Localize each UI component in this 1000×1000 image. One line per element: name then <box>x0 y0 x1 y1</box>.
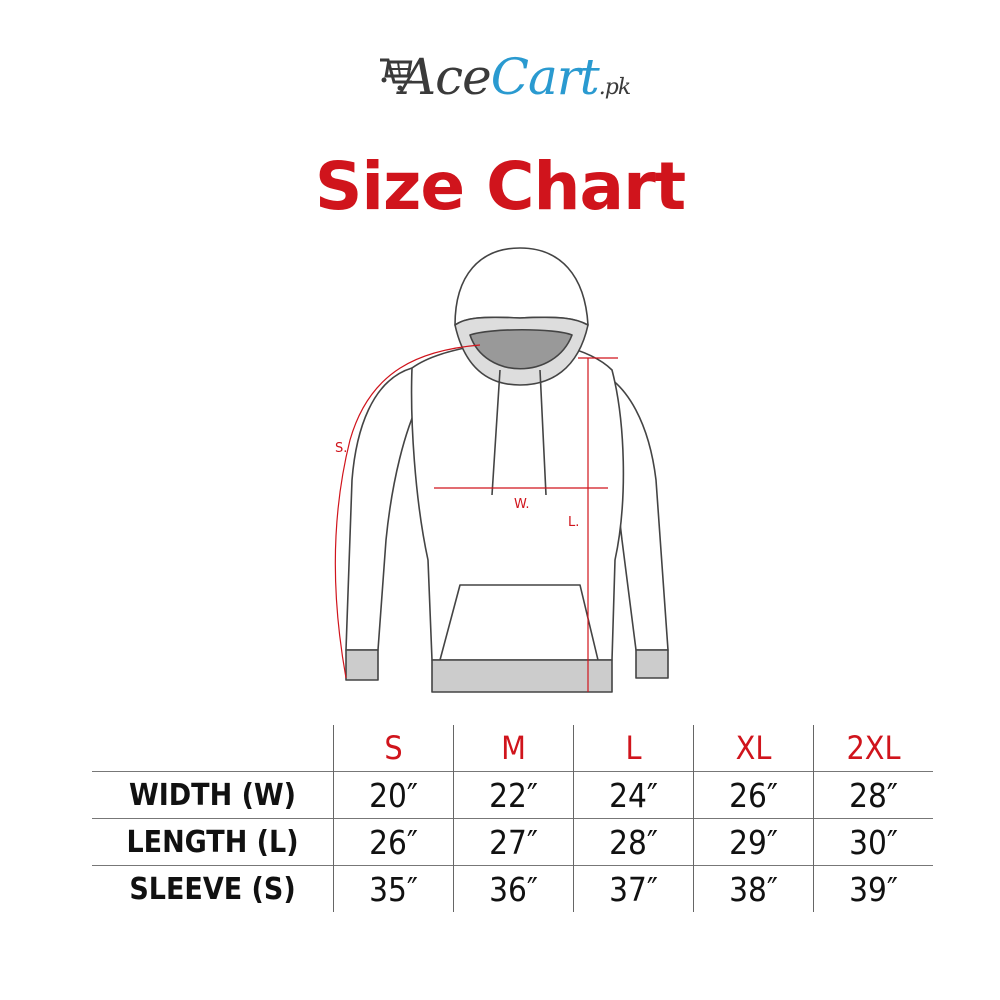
table-row: LENGTH (L) 26″ 27″ 28″ 29″ 30″ <box>92 818 933 866</box>
cell: 20″ <box>333 771 454 819</box>
corner-cell <box>92 725 334 772</box>
cell: 35″ <box>333 865 454 912</box>
cell: 27″ <box>453 818 574 866</box>
cell: 24″ <box>573 771 694 819</box>
row-label: SLEEVE (S) <box>92 865 334 912</box>
size-header: 2XL <box>813 725 933 772</box>
row-label: WIDTH (W) <box>92 771 334 819</box>
size-header: XL <box>693 725 814 772</box>
size-header: L <box>573 725 694 772</box>
cell: 28″ <box>573 818 694 866</box>
size-table: S M L XL 2XL WIDTH (W) 20″ 22″ 24″ 26″ 2… <box>92 725 933 912</box>
logo: AceCart.pk <box>378 48 668 118</box>
cell: 36″ <box>453 865 574 912</box>
cell: 28″ <box>813 771 933 819</box>
page-title: Size Chart <box>314 148 686 225</box>
size-header: M <box>453 725 574 772</box>
cell: 29″ <box>693 818 814 866</box>
sleeve-measure-line <box>334 344 481 679</box>
length-label: L. <box>568 515 579 530</box>
left-sleeve <box>345 367 421 651</box>
cell: 38″ <box>693 865 814 912</box>
cell: 26″ <box>333 818 454 866</box>
size-header: S <box>333 725 454 772</box>
width-label: W. <box>514 497 530 512</box>
table-row: SLEEVE (S) 35″ 36″ 37″ 38″ 39″ <box>92 865 933 912</box>
cell: 22″ <box>453 771 574 819</box>
cell: 26″ <box>693 771 814 819</box>
cell: 37″ <box>573 865 694 912</box>
hoodie-diagram: S. W. L. <box>334 247 669 693</box>
size-header-row: S M L XL 2XL <box>92 725 933 772</box>
sleeve-label: S. <box>335 441 347 456</box>
shopping-cart-icon <box>380 58 413 91</box>
cell: 30″ <box>813 818 933 866</box>
cell: 39″ <box>813 865 933 912</box>
row-label: LENGTH (L) <box>92 818 334 866</box>
table-row: WIDTH (W) 20″ 22″ 24″ 26″ 28″ <box>92 771 933 819</box>
logo-text: AceCart.pk <box>400 48 631 106</box>
